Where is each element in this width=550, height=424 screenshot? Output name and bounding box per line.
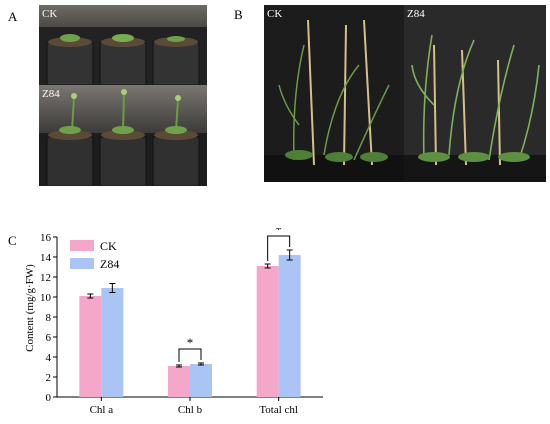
y-tick-label: 2 [46, 372, 52, 384]
bolting-pots-illustration [39, 89, 207, 186]
x-tick-label: Chl a [90, 404, 114, 416]
panel-a-letter: A [8, 9, 18, 24]
y-tick-label: 0 [46, 392, 52, 404]
legend-label-z84: Z84 [100, 257, 119, 271]
y-tick-label: 4 [46, 352, 52, 364]
plant-photo-z84-mature: Z84 [404, 5, 546, 182]
y-tick-label: 10 [40, 292, 52, 304]
photo-label-z84-mature: Z84 [407, 8, 425, 20]
plant-photo-z84-rosette: Z84 [39, 85, 207, 186]
bar-series [79, 249, 301, 397]
legend-swatch-ck [70, 240, 94, 251]
bar-z84-chl-b [190, 364, 212, 397]
significance-bracket [178, 348, 202, 362]
plant-photo-ck-mature: CK [264, 5, 404, 182]
mature-z84-plants-illustration [404, 34, 546, 182]
legend-swatch-z84 [70, 258, 94, 269]
panel-c-letter: C [8, 233, 17, 248]
photo-label-ck-mature: CK [267, 8, 283, 20]
y-axis-ticks: 0 2 4 6 8 10 12 14 16 [40, 232, 57, 404]
y-axis-label: Content (mg/g·FW) [24, 264, 36, 352]
photo-label-z84: Z84 [42, 88, 60, 100]
significance-star: * [275, 228, 282, 237]
legend-label-ck: CK [100, 239, 117, 253]
bar-ck-chl-a [79, 296, 102, 397]
photo-label-ck: CK [42, 8, 58, 20]
x-tick-label: Chl b [178, 404, 203, 416]
y-tick-label: 6 [46, 332, 52, 344]
significance-marks: ** [178, 228, 291, 362]
bar-ck-chl-b [168, 366, 190, 397]
bar-ck-total-chl [256, 266, 279, 397]
y-tick-label: 16 [40, 232, 52, 244]
bar-z84-total-chl [278, 255, 301, 397]
bar-z84-chl-a [101, 288, 124, 397]
y-tick-label: 12 [40, 272, 51, 284]
y-tick-label: 14 [40, 252, 52, 264]
x-tick-label: Total chl [259, 404, 298, 416]
plant-photo-ck-rosette: CK [39, 5, 207, 85]
significance-star: * [187, 335, 194, 350]
mature-ck-plants-illustration [264, 19, 404, 182]
y-tick-label: 8 [46, 312, 52, 324]
x-axis-labels: Chl a Chl b Total chl [90, 397, 298, 416]
panel-b-letter: B [234, 7, 243, 22]
significance-bracket [267, 235, 291, 261]
chart-legend: CK Z84 [70, 239, 119, 271]
rosette-pots-illustration [39, 27, 207, 85]
